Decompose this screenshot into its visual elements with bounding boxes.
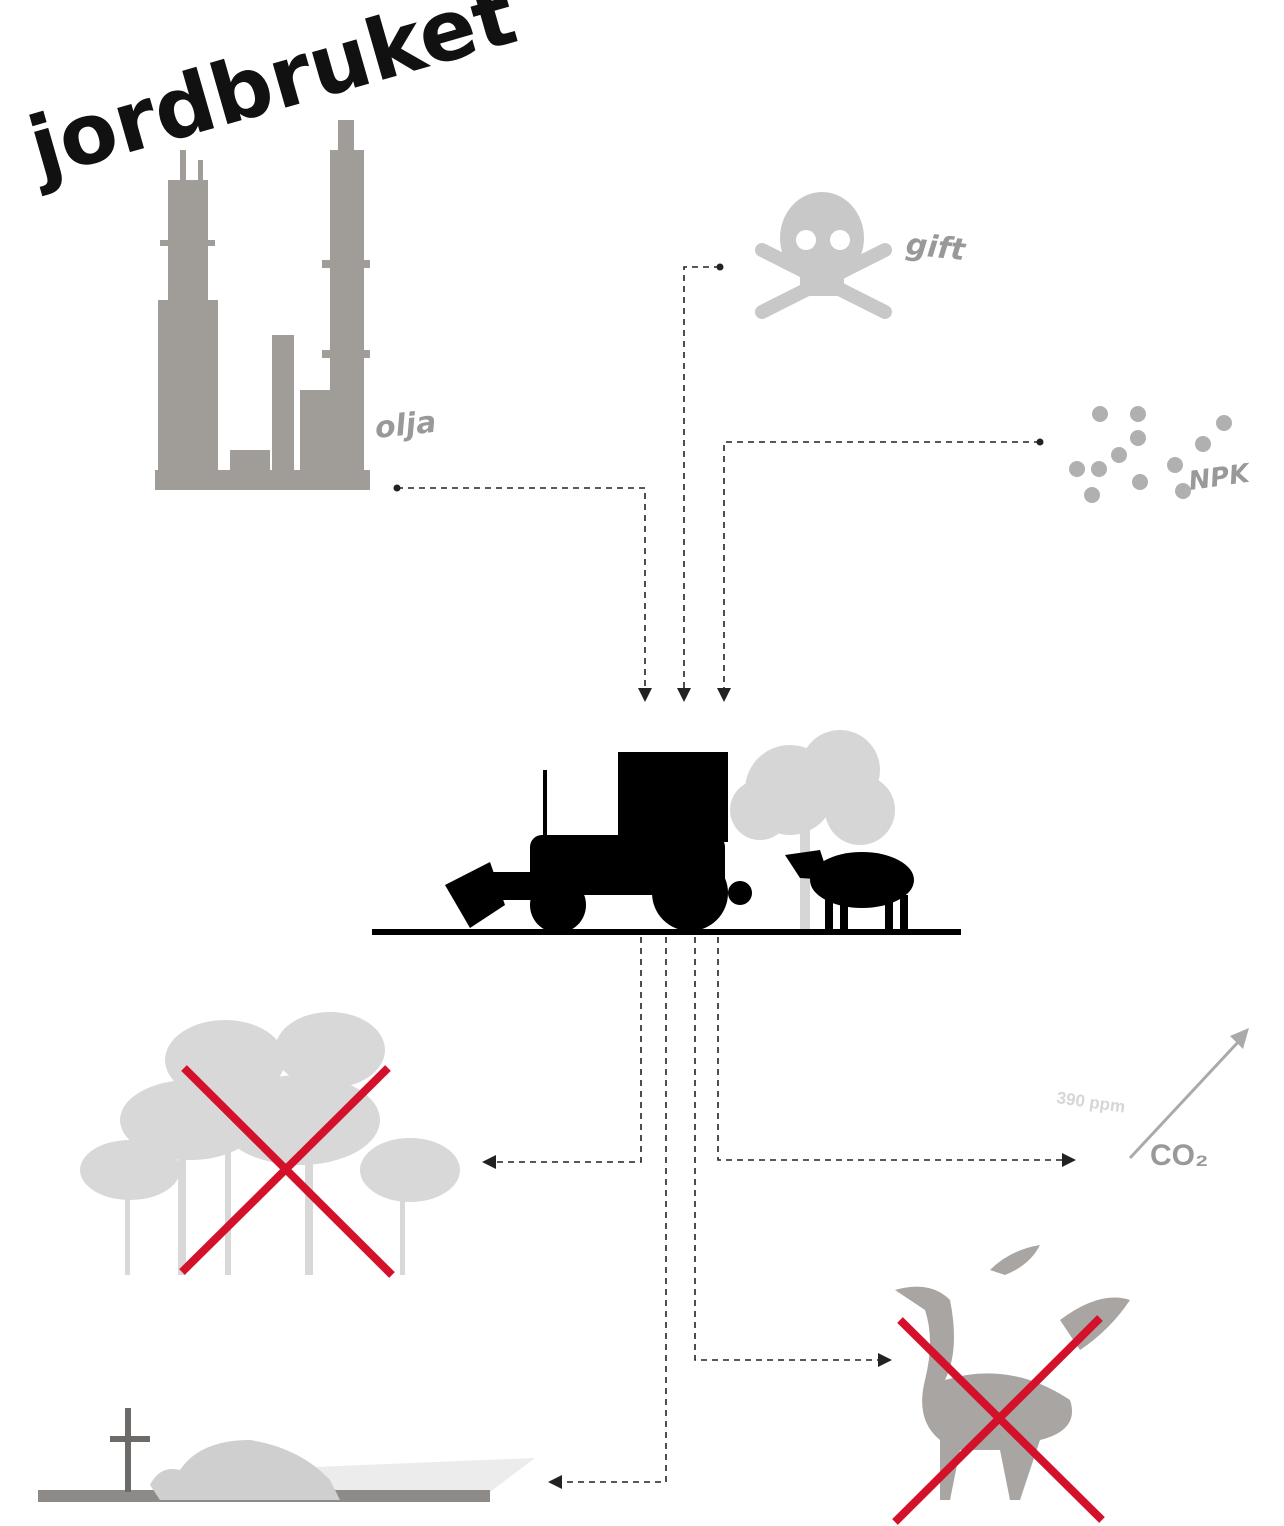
refinery-icon-part <box>160 330 215 336</box>
fertilizer-icon-part <box>1091 461 1107 477</box>
fertilizer-icon-part <box>1216 415 1232 431</box>
farm-scene-part-part <box>488 872 538 900</box>
output-arrows-part <box>695 937 878 1360</box>
oil-label: olja <box>373 405 438 446</box>
farm-scene-part-part-part <box>900 895 908 930</box>
fertilizer-icon-part <box>1195 436 1211 452</box>
forest-icon <box>80 1012 460 1275</box>
refinery-icon-part <box>180 150 186 190</box>
forest-icon-part <box>225 1150 231 1275</box>
co2-label: CO₂ <box>1150 1139 1208 1172</box>
refinery-icon-part <box>160 240 215 246</box>
diagram: jordbruket olja gift NPK <box>0 0 1284 1526</box>
grave-icon-part <box>150 1440 340 1500</box>
output-arrows-part <box>562 937 666 1482</box>
farm-scene-part-part-part <box>825 895 833 930</box>
fertilizer-label: NPK <box>1187 458 1253 496</box>
refinery-icon-part <box>198 160 203 190</box>
wildlife-icon <box>895 1245 1130 1500</box>
output-arrows-part <box>1062 1153 1076 1167</box>
refinery-icon-part <box>322 260 370 268</box>
farm-scene-part-part-part <box>785 850 830 880</box>
forest-icon-part <box>178 1150 186 1275</box>
poison-icon-part <box>796 230 816 250</box>
refinery-icon-part <box>330 150 364 490</box>
input-arrows-part <box>397 488 645 688</box>
poison-icon-part <box>830 230 850 250</box>
poison-label: gift <box>904 227 968 268</box>
fertilizer-icon-part <box>1111 447 1127 463</box>
fertilizer-icon-part <box>1130 430 1146 446</box>
grave-icon-part <box>110 1436 150 1442</box>
farm-scene-part-part <box>730 780 790 840</box>
poison-icon <box>762 192 885 312</box>
fertilizer-icon-part <box>1084 487 1100 503</box>
input-arrows <box>394 264 1044 703</box>
farm-scene-part-part <box>530 877 586 933</box>
farm-scene-part-part <box>543 770 547 840</box>
refinery-icon <box>155 120 370 490</box>
input-arrows-part <box>717 688 731 702</box>
fertilizer-icon-part <box>1130 406 1146 422</box>
input-arrows-part <box>638 688 652 702</box>
refinery-icon-part <box>158 300 218 490</box>
wildlife-icon-part <box>990 1245 1040 1275</box>
forest-icon-part <box>400 1185 405 1275</box>
forest-icon-part <box>305 1150 313 1275</box>
fertilizer-icon-part <box>1092 406 1108 422</box>
output-arrows-part <box>482 1155 496 1169</box>
farm-scene-part-part <box>618 752 728 842</box>
fertilizer-icon-part <box>1167 457 1183 473</box>
farm-scene-part-part <box>728 881 752 905</box>
output-arrows-part <box>548 1475 562 1489</box>
co2-level: 390 ppm <box>1055 1088 1126 1116</box>
farm-scene-part-part <box>825 775 895 845</box>
page: jordbruket olja gift NPK <box>0 0 1284 1526</box>
input-arrows-part <box>684 267 720 688</box>
grave-icon <box>38 1408 535 1502</box>
input-arrows-part <box>724 442 1040 688</box>
title: jordbruket <box>16 0 527 198</box>
refinery-icon-part <box>338 120 354 160</box>
farm-scene-part-part <box>652 855 728 931</box>
forest-icon-part <box>360 1138 460 1202</box>
fertilizer-icon-part <box>1069 461 1085 477</box>
refinery-icon-part <box>272 335 294 490</box>
farm-scene-part-part-part <box>885 895 893 930</box>
output-arrows-part <box>496 937 641 1162</box>
farm-scene <box>372 730 961 935</box>
farm-scene-part <box>372 929 961 935</box>
output-arrows-part <box>718 937 1062 1160</box>
farm-scene-part-part-part <box>840 895 848 930</box>
input-arrows-part <box>677 688 691 702</box>
output-arrows-part <box>878 1353 892 1367</box>
refinery-icon-part <box>322 350 370 358</box>
refinery-icon-part <box>230 450 270 490</box>
grave-icon-part <box>125 1408 131 1492</box>
fertilizer-icon-part <box>1132 474 1148 490</box>
forest-icon-part <box>125 1180 130 1275</box>
